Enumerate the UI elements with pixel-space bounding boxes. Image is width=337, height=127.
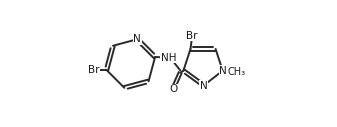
Text: Br: Br	[88, 65, 99, 75]
Text: Br: Br	[186, 31, 197, 41]
Text: N: N	[200, 81, 208, 91]
Text: N: N	[219, 66, 227, 76]
Text: O: O	[170, 84, 178, 94]
Text: NH: NH	[161, 53, 176, 63]
Text: CH₃: CH₃	[228, 67, 246, 77]
Text: N: N	[133, 34, 141, 44]
